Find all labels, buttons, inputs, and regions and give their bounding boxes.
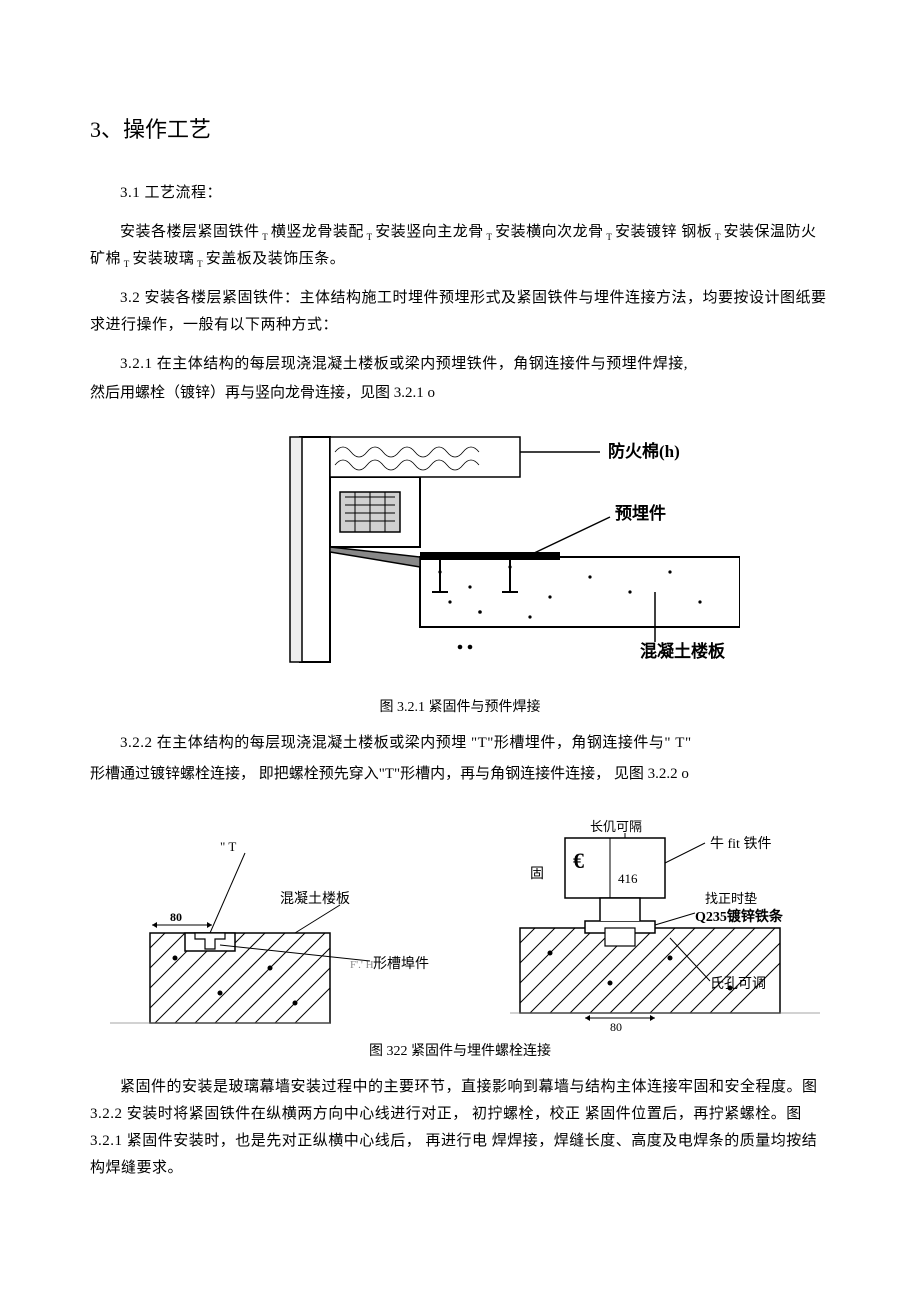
arrow: T xyxy=(364,232,375,242)
seg: 安装玻璃 xyxy=(132,251,194,267)
label-embed: 预埋件 xyxy=(615,503,666,523)
para-3-2: 3.2 安装各楼层紧固铁件：主体结构施工时埋件预埋形式及紧固铁件与埋件连接方法，… xyxy=(90,285,830,339)
arrow: T xyxy=(604,232,615,242)
seg: 安装竖向主龙骨 xyxy=(375,224,484,240)
figure-3-2-2: " T 混凝土楼板 F'.' H 形槽埠件 80 xyxy=(90,813,830,1043)
label-firecotton: 防火棉(h) xyxy=(608,441,680,461)
para-3-2-2a: 3.2.2 在主体结构的每层现浇混凝土楼板或梁内预埋 "T"形槽埋件，角钢连接件… xyxy=(90,730,830,757)
para-3-2-2b: 形槽通过镀锌螺栓连接， 即把螺栓预先穿入"T"形槽内，再与角钢连接件连接， 见图… xyxy=(90,761,830,788)
label-top1: 长仉可隔 xyxy=(590,819,642,834)
label-slab2: 混凝土楼板 xyxy=(280,891,350,907)
arrow: T xyxy=(484,232,495,242)
label-slot: 形槽埠件 xyxy=(373,955,429,972)
seg: 安装各楼层紧固铁件 xyxy=(120,224,260,240)
seg: 安盖板及装饰压条。 xyxy=(206,251,346,267)
caption-3-2-1: 图 3.2.1 紧固件与预件焊接 xyxy=(90,695,830,720)
para-3-1: 3.1 工艺流程： xyxy=(90,180,830,207)
label-gu: 固 xyxy=(530,867,544,882)
arrow: T xyxy=(121,259,132,269)
n416: 416 xyxy=(618,871,638,886)
label-fh: F'.' H xyxy=(350,959,374,971)
label-hole: 氏孔可调 xyxy=(710,976,766,992)
para-3-2-1a: 3.2.1 在主体结构的每层现浇混凝土楼板或梁内预埋铁件，角钢连接件与预埋件焊接… xyxy=(90,351,830,378)
seg: 安装横向次龙骨 xyxy=(495,224,604,240)
figure-3-2-1: 防火棉(h) 预埋件 混凝土楼板 xyxy=(90,417,830,677)
label-t: " T xyxy=(220,839,236,854)
label-pad: 找正时垫 xyxy=(705,891,757,906)
label-strip: Q235镀锌铁条 xyxy=(695,908,784,925)
para-3-2-1b: 然后用螺栓（镀锌）再与竖向龙骨连接，见图 3.2.1 o xyxy=(90,380,830,407)
arrow: T xyxy=(260,232,271,242)
arrow: T xyxy=(194,259,205,269)
label-top2: 牛 fit 铁件 xyxy=(710,836,771,852)
dim-80-r: 80 xyxy=(610,1020,622,1033)
dim-80-l: 80 xyxy=(170,910,182,924)
para-final: 紧固件的安装是玻璃幕墙安装过程中的主要环节，直接影响到幕墙与结构主体连接牢固和安… xyxy=(90,1074,830,1182)
section-heading: 3、操作工艺 xyxy=(90,110,830,150)
seg: 安装镀锌 钢板 xyxy=(615,224,712,240)
arrow: T xyxy=(712,232,723,242)
seg: 横竖龙骨装配 xyxy=(271,224,364,240)
para-process: 安装各楼层紧固铁件 T 横竖龙骨装配 T 安装竖向主龙骨 T 安装横向次龙骨 T… xyxy=(90,219,830,273)
label-slab: 混凝土楼板 xyxy=(640,641,726,661)
euro-icon: € xyxy=(573,848,584,873)
